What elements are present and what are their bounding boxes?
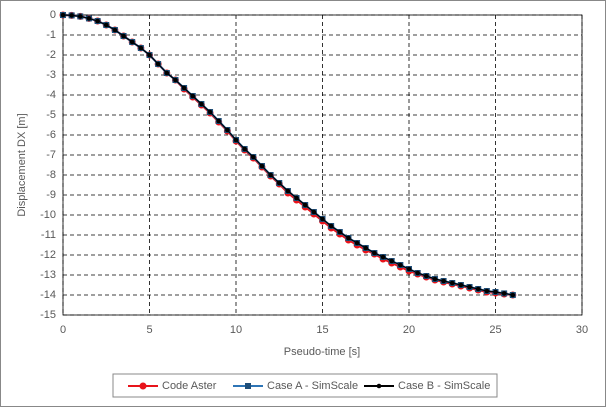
data-point bbox=[458, 282, 464, 288]
y-tick-label: -9 bbox=[46, 189, 56, 201]
data-point bbox=[78, 14, 83, 19]
data-point bbox=[276, 180, 282, 186]
data-point bbox=[233, 137, 239, 143]
data-point bbox=[225, 127, 230, 133]
legend-box bbox=[112, 373, 498, 398]
y-tick-label: -3 bbox=[46, 69, 56, 81]
y-tick-label: -7 bbox=[46, 149, 56, 161]
data-point bbox=[190, 93, 196, 99]
y-tick-label: -11 bbox=[41, 229, 56, 241]
data-point bbox=[372, 250, 377, 256]
data-point bbox=[354, 240, 360, 246]
data-point bbox=[69, 13, 74, 18]
legend-marker bbox=[376, 383, 382, 389]
data-point bbox=[484, 288, 490, 294]
x-tick-label: 0 bbox=[60, 324, 66, 336]
y-tick-label: -6 bbox=[46, 129, 56, 141]
y-tick-label: -10 bbox=[40, 209, 56, 221]
data-point bbox=[389, 258, 395, 264]
y-tick-label: -12 bbox=[40, 249, 56, 261]
data-point bbox=[129, 39, 135, 45]
legend-marker bbox=[139, 382, 147, 390]
data-point bbox=[467, 284, 472, 290]
legend-label: Case B - SimScale bbox=[398, 380, 490, 392]
legend-label: Code Aster bbox=[162, 380, 217, 392]
y-tick-label: -15 bbox=[40, 309, 56, 321]
x-tick-label: 15 bbox=[316, 324, 328, 336]
data-point bbox=[285, 188, 291, 194]
y-tick-label: -13 bbox=[40, 269, 56, 281]
y-tick-label: -5 bbox=[46, 109, 56, 121]
data-point bbox=[112, 27, 118, 33]
data-point bbox=[199, 101, 204, 107]
data-point bbox=[294, 195, 299, 201]
data-point bbox=[302, 202, 308, 208]
data-point bbox=[173, 77, 178, 83]
data-point bbox=[449, 280, 455, 286]
x-tick-label: 10 bbox=[230, 324, 242, 336]
data-point bbox=[501, 291, 507, 296]
y-axis-title: Displacement DX [m] bbox=[16, 113, 28, 216]
data-point bbox=[147, 52, 152, 58]
data-point bbox=[406, 266, 412, 272]
y-tick-label: -8 bbox=[46, 169, 56, 181]
legend-marker bbox=[245, 383, 251, 389]
data-point bbox=[242, 146, 247, 152]
y-tick-label: -14 bbox=[40, 289, 56, 301]
data-point bbox=[510, 292, 516, 298]
plot-border bbox=[62, 14, 583, 316]
data-point bbox=[216, 118, 221, 124]
data-point bbox=[259, 163, 265, 169]
data-point bbox=[251, 154, 256, 160]
data-point bbox=[441, 278, 446, 284]
data-point bbox=[380, 254, 386, 260]
data-point bbox=[346, 235, 351, 241]
data-point bbox=[60, 12, 66, 18]
data-point bbox=[207, 109, 213, 115]
data-point bbox=[164, 70, 170, 76]
data-point bbox=[181, 85, 187, 91]
data-point bbox=[432, 276, 438, 282]
data-point bbox=[475, 286, 481, 292]
data-point bbox=[86, 16, 92, 21]
x-tick-label: 30 bbox=[576, 324, 588, 336]
y-tick-label: -2 bbox=[46, 49, 56, 61]
x-tick-label: 5 bbox=[146, 324, 152, 336]
data-point bbox=[138, 45, 144, 51]
data-point bbox=[328, 223, 334, 229]
x-axis-title: Pseudo-time [s] bbox=[284, 346, 360, 358]
data-point bbox=[398, 262, 403, 268]
y-tick-label: -1 bbox=[46, 29, 56, 41]
legend-label: Case A - SimScale bbox=[267, 380, 358, 392]
x-tick-label: 25 bbox=[489, 324, 501, 336]
data-point bbox=[337, 229, 343, 235]
x-tick-label: 20 bbox=[403, 324, 415, 336]
data-point bbox=[311, 209, 317, 215]
data-point bbox=[268, 172, 273, 178]
data-point bbox=[121, 33, 126, 39]
data-point bbox=[103, 22, 109, 28]
data-point bbox=[155, 61, 161, 67]
data-point bbox=[320, 216, 325, 222]
data-point bbox=[95, 18, 100, 24]
data-point bbox=[424, 273, 429, 279]
data-point bbox=[493, 289, 498, 295]
data-point bbox=[415, 270, 420, 276]
y-tick-label: -4 bbox=[46, 89, 56, 101]
data-point bbox=[363, 245, 369, 251]
y-tick-label: 0 bbox=[50, 9, 56, 21]
